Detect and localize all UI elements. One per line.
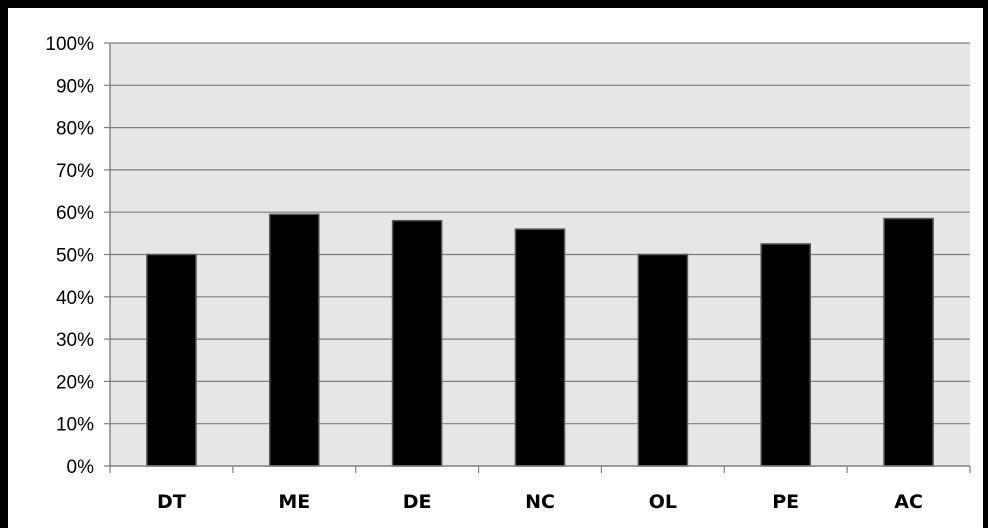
y-axis-tick-labels: 0% 10% 20% 30% 40% 50% 60% 70% 80% 90% 100% bbox=[45, 34, 94, 478]
x-category-label: ME bbox=[278, 491, 310, 513]
bar-de bbox=[391, 219, 443, 467]
y-tick-label: 30% bbox=[56, 330, 94, 351]
x-category-label: DT bbox=[157, 491, 186, 513]
x-axis-category-labels: DT ME DE NC OL PE AC bbox=[157, 491, 923, 513]
y-tick-label: 0% bbox=[67, 457, 95, 478]
bar-me bbox=[268, 213, 320, 467]
bar-ac bbox=[883, 217, 934, 467]
y-tick-label: 70% bbox=[56, 161, 94, 182]
bars bbox=[146, 213, 934, 467]
x-category-label: NC bbox=[525, 491, 555, 513]
bar-pe bbox=[760, 243, 812, 467]
y-tick-label: 90% bbox=[56, 76, 94, 97]
bar-ol bbox=[637, 253, 689, 467]
y-tick-label: 80% bbox=[56, 119, 94, 140]
axes bbox=[109, 43, 971, 473]
y-tick-label: 100% bbox=[45, 34, 94, 55]
y-tick-label: 40% bbox=[56, 288, 94, 309]
x-category-label: DE bbox=[403, 491, 432, 513]
y-tick-label: 50% bbox=[56, 246, 94, 267]
y-tick-label: 60% bbox=[56, 203, 94, 224]
x-category-label: OL bbox=[649, 491, 677, 513]
x-category-label: AC bbox=[894, 491, 923, 513]
x-category-label: PE bbox=[772, 491, 799, 513]
bar-dt bbox=[146, 253, 197, 467]
y-tick-label: 20% bbox=[56, 372, 94, 393]
bar-nc bbox=[514, 228, 566, 467]
y-tick-label: 10% bbox=[56, 415, 94, 436]
